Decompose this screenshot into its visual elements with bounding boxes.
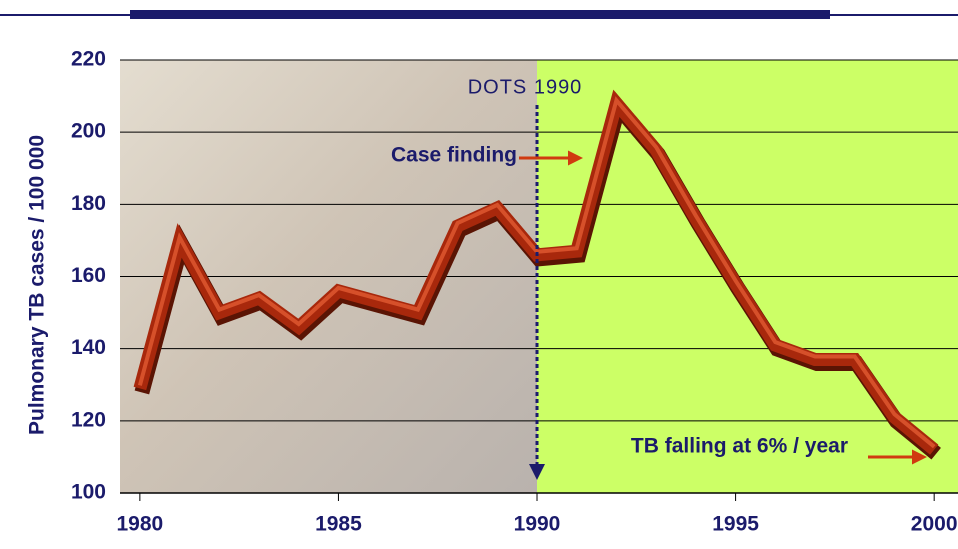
- x-tick-label: 1985: [315, 513, 362, 536]
- y-axis-title: Pulmonary TB cases / 100 000: [26, 135, 49, 435]
- y-tick-label: 120: [71, 408, 106, 431]
- x-tick-label: 1980: [116, 513, 163, 536]
- y-tick-label: 100: [71, 481, 106, 504]
- header-bar: [130, 10, 830, 19]
- y-tick-label: 180: [71, 192, 106, 215]
- dots-arrowhead: [529, 464, 546, 480]
- y-tick-label: 200: [71, 120, 106, 143]
- annotation: Case finding: [391, 144, 517, 167]
- y-tick-label: 140: [71, 336, 106, 359]
- x-tick-label: 1990: [514, 513, 561, 536]
- series-line-highlight: [137, 96, 936, 449]
- annotation: TB falling at 6% / year: [631, 435, 848, 458]
- annotation: DOTS 1990: [468, 76, 583, 98]
- x-tick-label: 2000: [911, 513, 958, 536]
- y-tick-label: 220: [71, 48, 106, 71]
- x-tick-label: 1995: [712, 513, 759, 536]
- y-tick-label: 160: [71, 264, 106, 287]
